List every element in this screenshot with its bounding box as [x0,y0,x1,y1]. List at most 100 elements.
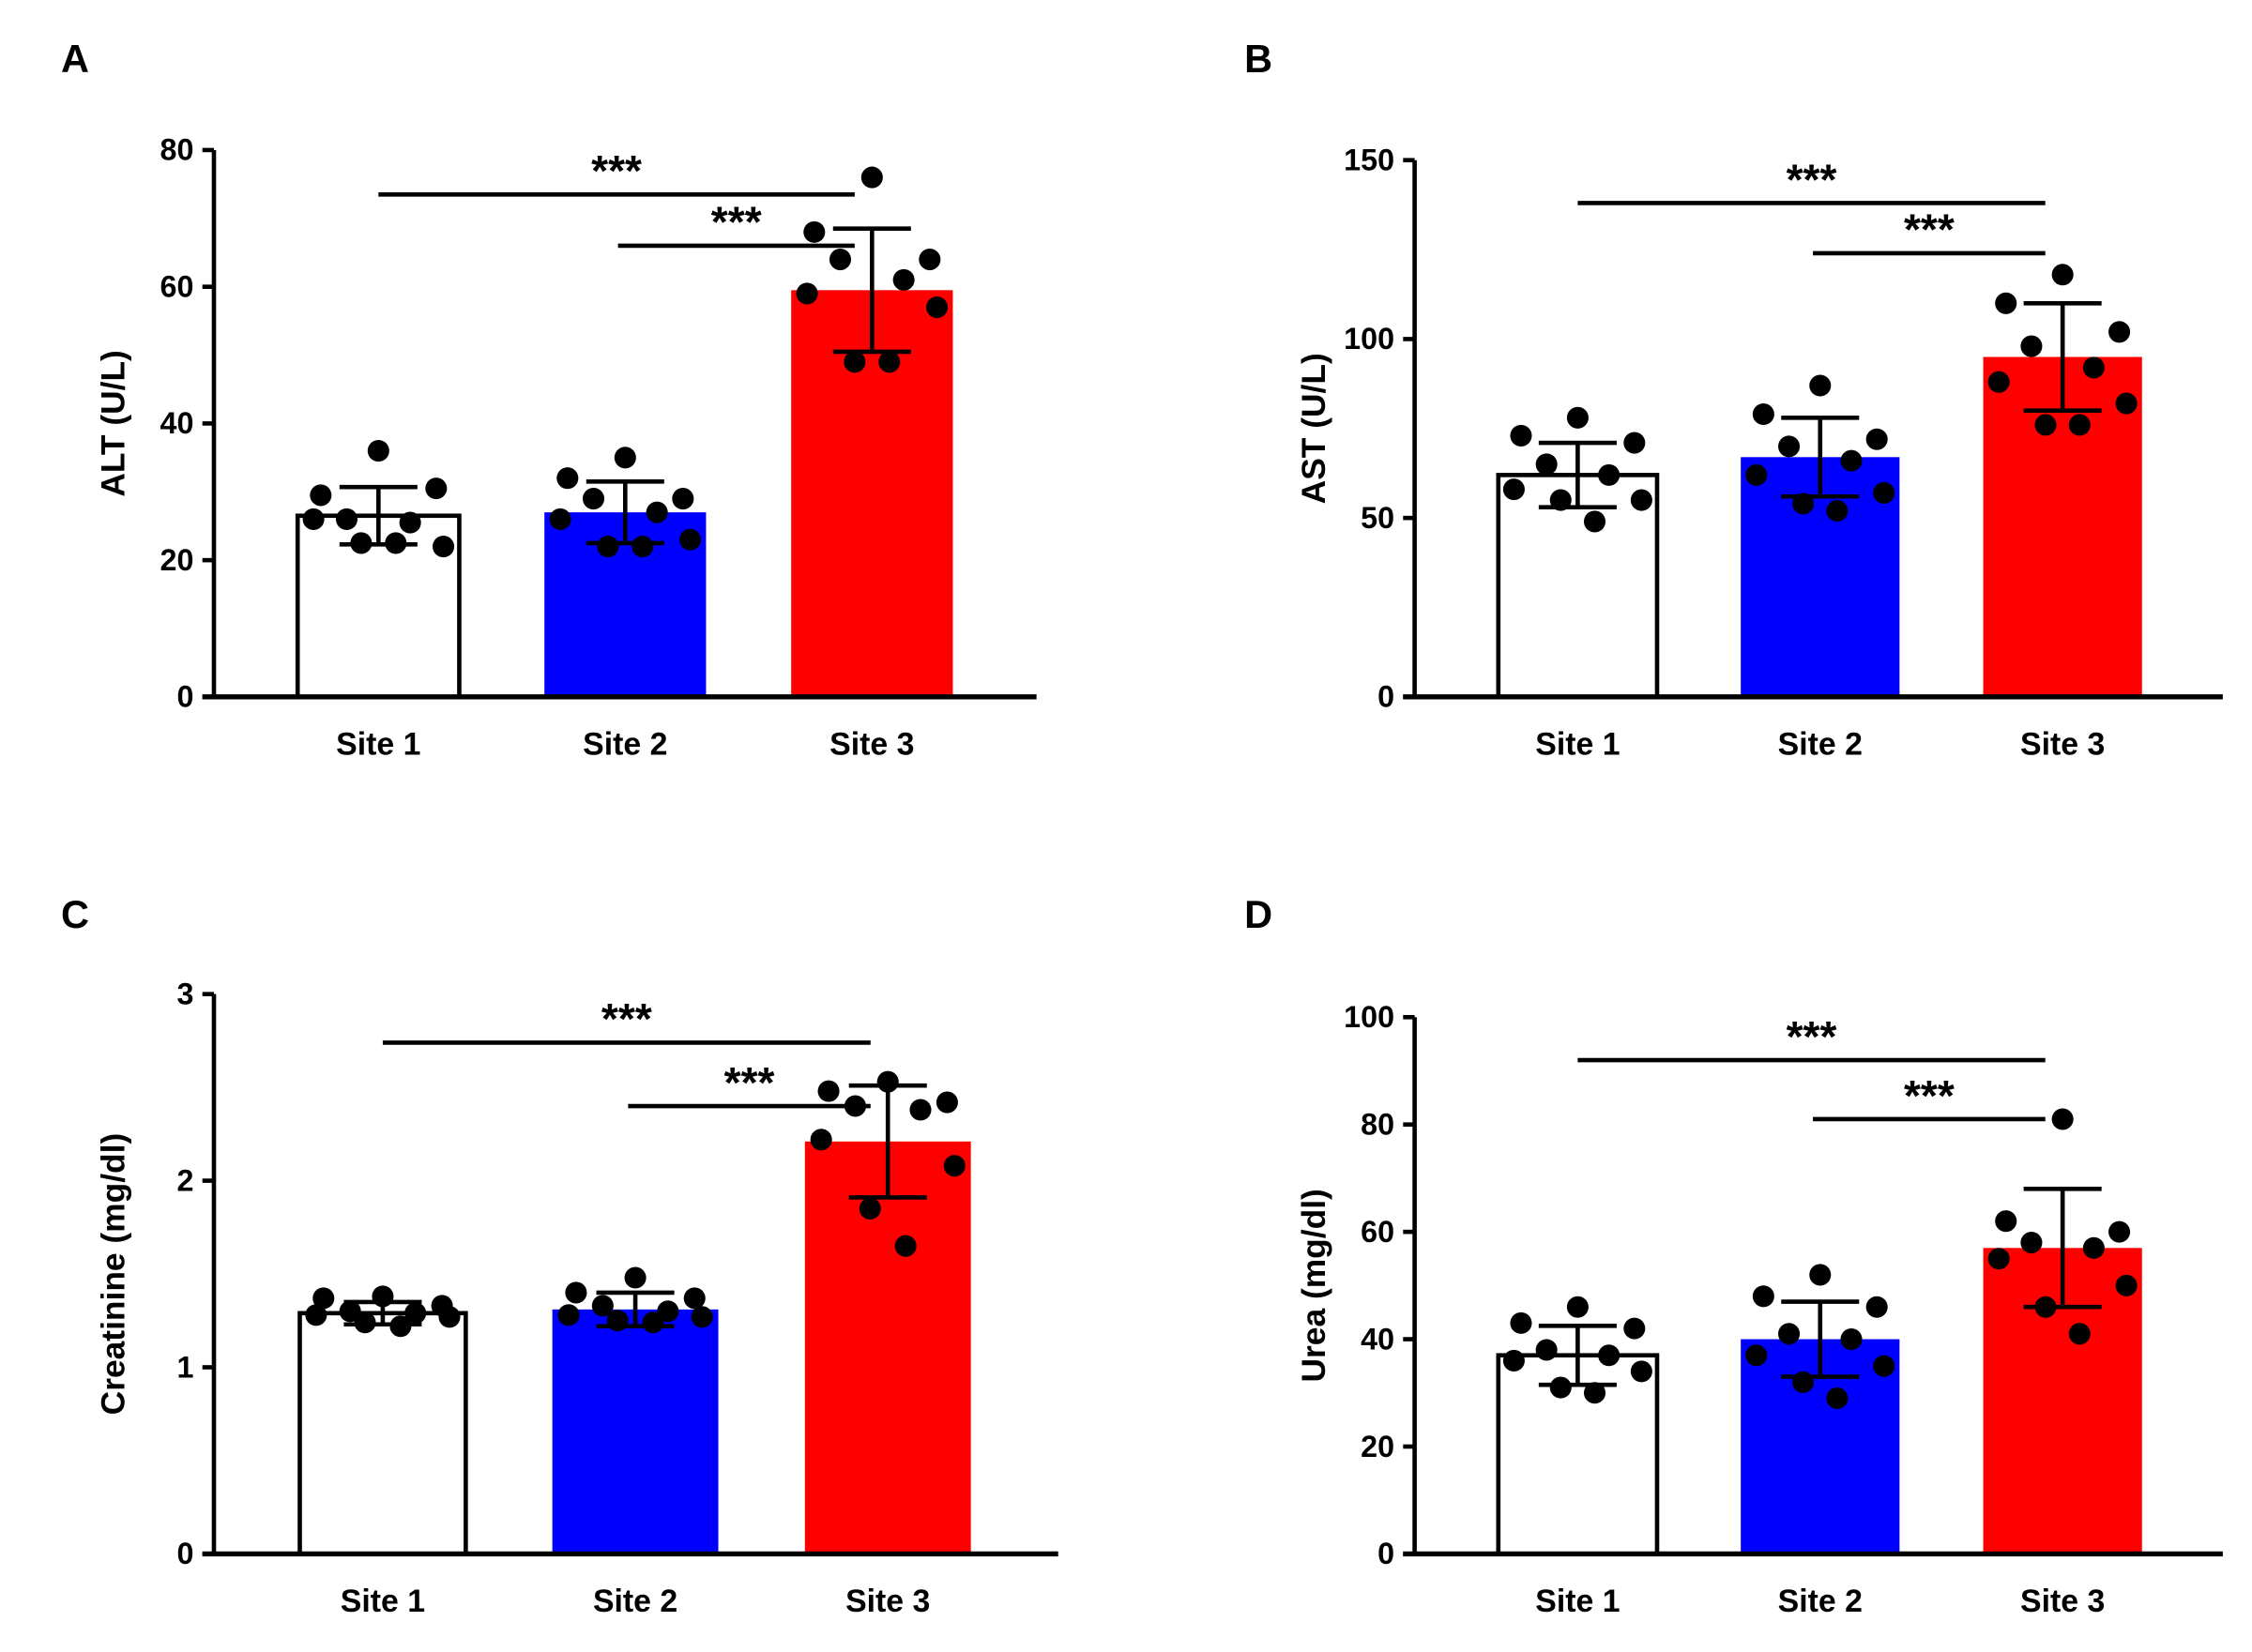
data-point [2115,1274,2138,1296]
data-point [642,1311,664,1334]
x-tick-label: Site 1 [1535,1584,1620,1619]
data-point [2068,1323,2091,1345]
x-tick-label: Site 1 [336,726,420,762]
data-point [2051,1108,2074,1130]
x-tick-label: Site 2 [1778,1584,1863,1619]
data-point [892,268,915,291]
y-tick-label: 3 [176,977,193,1010]
data-point [624,1266,647,1289]
x-tick-label: Site 2 [593,1584,677,1619]
data-point [1826,1387,1849,1410]
y-axis-label: AST (U/L) [1296,353,1332,504]
panel-label: D [1244,892,1272,936]
data-point [1809,374,1832,397]
data-point [860,166,883,189]
data-point [909,1099,932,1121]
data-point [312,1287,335,1310]
data-point [1826,499,1849,523]
data-point [2020,335,2043,357]
data-point [425,477,448,500]
data-point [936,1091,958,1114]
data-point [1752,402,1774,426]
data-point [844,351,866,373]
data-point [657,1300,679,1323]
data-point [1630,489,1652,511]
y-tick-label: 40 [1361,1322,1394,1356]
significance-label: *** [1904,205,1955,254]
data-point [1987,371,2010,393]
data-point [2115,392,2138,415]
y-tick-label: 40 [160,406,194,440]
data-point [1623,432,1646,454]
data-point [582,488,605,510]
data-point [2034,414,2057,436]
data-point [796,282,818,305]
significance-label: *** [601,994,652,1043]
data-point [2082,356,2105,379]
data-point [565,1281,587,1304]
data-point [817,1080,840,1102]
y-tick-label: 80 [160,133,194,167]
data-point [2020,1232,2043,1254]
x-tick-label: Site 2 [1778,726,1863,762]
y-tick-label: 1 [176,1350,193,1384]
data-point [404,1302,427,1325]
data-point [614,447,636,469]
panel-d: D 0 20 40 60 80 100 Urea (mg/dl) Site 1 Site 2 Sit… [1244,892,2223,1619]
data-point [1792,1371,1815,1393]
data-point [1865,1296,1888,1318]
data-point [943,1155,966,1177]
data-point [1598,463,1621,486]
bar-3 [804,1141,971,1554]
data-point [672,488,694,510]
data-point [631,536,654,558]
data-point [1630,1360,1652,1383]
x-tick-label: Site 2 [583,726,667,762]
y-tick-label: 100 [1344,322,1394,356]
data-point [302,508,325,530]
panel-c: C 0 1 2 3 Creatinine (mg/dl) Site 1 Site 2 Site … [61,892,1058,1619]
data-point [339,1300,361,1323]
panel-a: A 0 20 40 60 80 ALT (U/L) Site 1 Site 2 Site 3 ***… [61,37,1037,762]
data-point [1778,1323,1801,1345]
data-point [1510,1311,1532,1334]
y-tick-label: 2 [176,1163,193,1197]
data-point [925,296,949,319]
x-tick-label: Site 1 [341,1584,425,1619]
significance-label: *** [1787,1012,1837,1061]
data-point [1502,1349,1525,1372]
data-point [1752,1285,1774,1308]
x-tick-label: Site 3 [845,1584,930,1619]
y-tick-label: 0 [176,1537,193,1570]
x-tick-label: Site 3 [2020,726,2105,762]
data-point [878,351,901,373]
data-point [2108,1220,2131,1243]
data-point [1995,1210,2017,1233]
data-point [1873,1355,1895,1377]
data-point [678,528,702,551]
data-point [438,1306,461,1328]
data-point [1623,1317,1646,1340]
panel-label: A [61,37,89,81]
data-point [1549,1376,1572,1399]
data-point [1809,1264,1832,1286]
data-point [310,484,332,507]
y-axis-label: Urea (mg/dl) [1296,1189,1332,1382]
data-point [2082,1236,2105,1259]
data-point [335,508,358,530]
y-tick-label: 0 [1377,1537,1394,1570]
data-point [1566,406,1589,429]
data-point [549,508,571,530]
bar-3 [791,290,953,697]
data-point [691,1306,713,1328]
data-point [597,536,619,558]
y-tick-label: 150 [1344,143,1394,176]
data-point [591,1295,614,1317]
bar-1 [297,1311,468,1556]
x-tick-label: Site 1 [1535,726,1620,762]
significance-label: *** [1787,155,1837,204]
y-tick-label: 20 [1361,1430,1394,1463]
data-point [1778,435,1801,458]
y-axis-label: ALT (U/L) [96,350,132,496]
data-point [646,501,668,523]
